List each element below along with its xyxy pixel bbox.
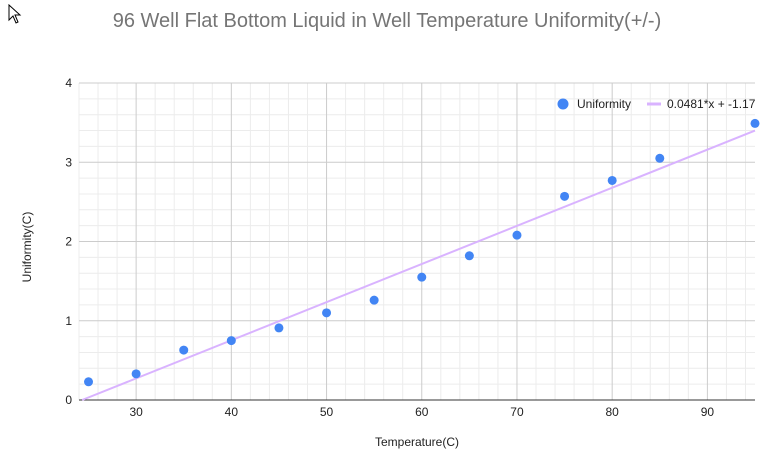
trendline [81, 129, 756, 401]
x-tick-label: 30 [129, 405, 143, 419]
data-point [226, 336, 236, 346]
data-point [655, 153, 665, 163]
data-point [464, 251, 474, 261]
legend-label-uniformity: Uniformity [577, 97, 631, 111]
data-point [131, 369, 141, 379]
y-axis-title: Uniformity(C) [20, 212, 34, 283]
legend-label-trendline: 0.0481*x + -1.17 [667, 97, 756, 111]
data-point [274, 323, 284, 333]
tick-labels: 30 40 50 60 70 80 90 0 1 2 3 4 [65, 76, 714, 419]
y-tick-label: 1 [65, 314, 72, 328]
y-tick-label: 0 [65, 393, 72, 407]
data-point [417, 272, 427, 282]
x-axis-title: Temperature(C) [375, 435, 459, 449]
x-tick-label: 60 [415, 405, 429, 419]
legend: Uniformity 0.0481*x + -1.17 [557, 97, 756, 111]
y-tick-label: 2 [65, 235, 72, 249]
data-point [512, 230, 522, 240]
trendline-layer [81, 129, 756, 401]
x-tick-label: 70 [510, 405, 524, 419]
data-point [607, 175, 617, 185]
data-point [369, 295, 379, 305]
data-point [560, 191, 570, 201]
major-gridlines [79, 82, 755, 400]
data-point [84, 377, 94, 387]
x-tick-label: 50 [320, 405, 334, 419]
legend-marker-uniformity [557, 98, 569, 110]
x-tick-label: 40 [225, 405, 239, 419]
chart-title: 96 Well Flat Bottom Liquid in Well Tempe… [112, 10, 662, 32]
data-point [322, 308, 332, 318]
x-tick-label: 80 [606, 405, 620, 419]
data-points [84, 118, 760, 387]
y-tick-label: 3 [65, 155, 72, 169]
y-tick-label: 4 [65, 76, 72, 90]
x-tick-label: 90 [701, 405, 715, 419]
mouse-pointer-icon [8, 4, 22, 24]
data-point [750, 118, 760, 128]
data-point [179, 345, 189, 355]
